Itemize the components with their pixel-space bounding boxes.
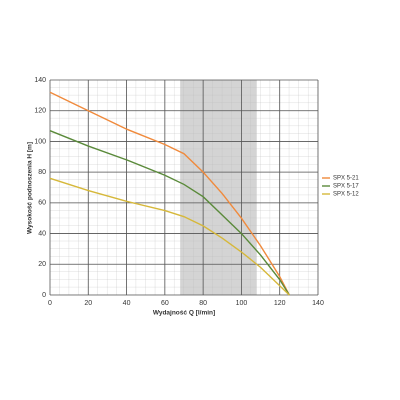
y-axis-label: Wysokość podnoszenia H [m] — [27, 142, 34, 234]
y-tick-label: 40 — [38, 230, 46, 237]
x-tick-label: 20 — [84, 300, 92, 307]
x-tick-label: 0 — [48, 300, 52, 307]
minor-grid-area — [50, 80, 318, 295]
x-tick-label: 40 — [123, 300, 131, 307]
x-tick-label: 80 — [199, 300, 207, 307]
x-tick-label: 140 — [312, 300, 324, 307]
y-tick-label: 140 — [34, 77, 46, 84]
legend-label: SPX 5-12 — [333, 192, 359, 198]
x-tick-label: 60 — [161, 300, 169, 307]
series-line — [49, 130, 290, 296]
x-axis-label: Wydajność Q [l/min] — [153, 310, 215, 317]
y-tick-label: 80 — [38, 169, 46, 176]
x-tick-label: 100 — [236, 300, 248, 307]
y-tick-label: 20 — [38, 261, 46, 268]
series-line — [49, 177, 290, 296]
y-tick-label: 100 — [34, 138, 46, 145]
y-tick-label: 0 — [42, 292, 46, 299]
legend-label: SPX 5-21 — [333, 176, 359, 182]
y-tick-label: 60 — [38, 200, 46, 207]
legend-label: SPX 5-17 — [333, 184, 359, 190]
x-tick-label: 120 — [274, 300, 286, 307]
y-tick-label: 120 — [34, 108, 46, 115]
series-line — [49, 91, 290, 296]
